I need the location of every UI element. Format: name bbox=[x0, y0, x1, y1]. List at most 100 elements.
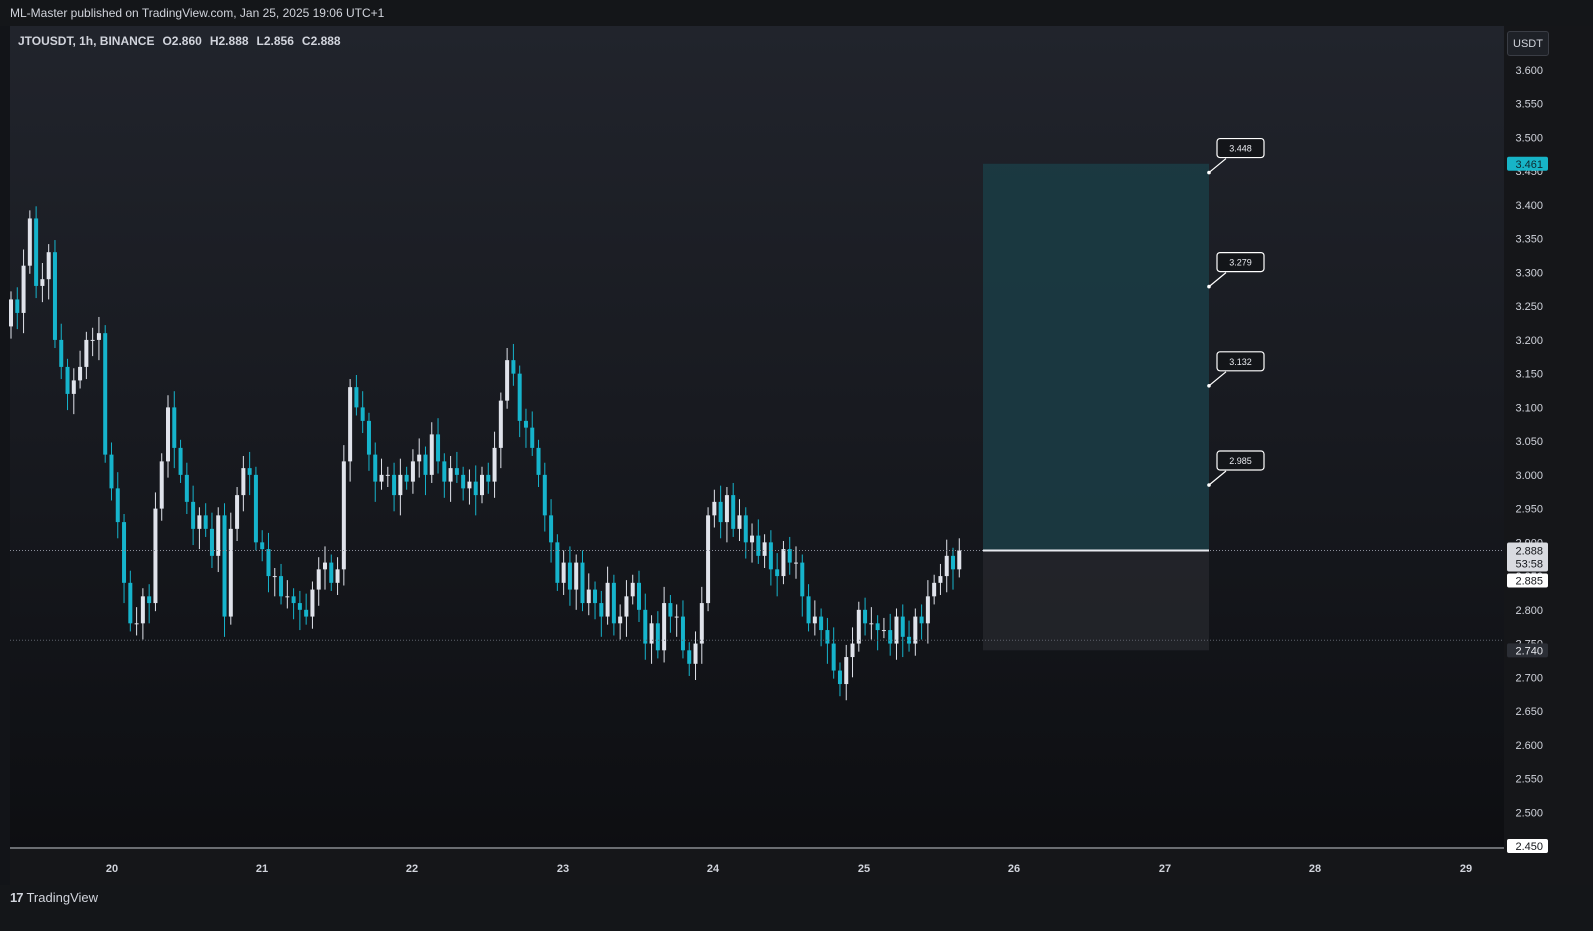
candle-body bbox=[335, 569, 340, 583]
candle-body bbox=[423, 454, 428, 475]
candle-body bbox=[649, 623, 654, 644]
date-tick-label: 20 bbox=[106, 863, 118, 875]
candle-body bbox=[743, 515, 748, 543]
price-tick-label: 3.350 bbox=[1515, 234, 1543, 246]
candle-body bbox=[398, 474, 403, 496]
candle-body bbox=[115, 488, 120, 523]
candle-body bbox=[794, 562, 798, 564]
candle-body bbox=[392, 474, 397, 496]
candle-body bbox=[856, 609, 861, 644]
target-dot bbox=[1207, 284, 1211, 289]
target-zone bbox=[983, 163, 1209, 551]
candle-body bbox=[279, 576, 284, 597]
currency-button[interactable]: USDT bbox=[1507, 31, 1549, 56]
candle-body bbox=[461, 474, 466, 489]
candle-body bbox=[436, 434, 441, 462]
candle-body bbox=[561, 562, 566, 583]
candle-body bbox=[59, 339, 64, 367]
candle-body bbox=[913, 616, 918, 644]
candle-body bbox=[907, 636, 912, 644]
footer-bar bbox=[0, 885, 1593, 931]
candle-body bbox=[944, 555, 949, 577]
candle-body bbox=[410, 461, 415, 482]
candle-body bbox=[486, 474, 491, 482]
candle-body bbox=[819, 616, 824, 631]
candle-body bbox=[536, 447, 541, 475]
tradingview-logo[interactable]: 17 TradingView bbox=[10, 890, 98, 905]
candle-body bbox=[567, 562, 572, 590]
candle-body bbox=[668, 603, 673, 617]
target-label: 3.448 bbox=[1229, 144, 1252, 154]
candle-body bbox=[316, 569, 321, 590]
candle-body bbox=[429, 434, 434, 475]
candle-body bbox=[875, 623, 880, 631]
date-tick-label: 25 bbox=[858, 863, 870, 875]
candle-body bbox=[366, 420, 371, 455]
candle-body bbox=[15, 299, 20, 313]
candle-body bbox=[310, 589, 315, 617]
bid-price-badge: 2.885 bbox=[1515, 575, 1543, 587]
target-labels: 3.448 3.279 3.132 2.985 bbox=[1207, 137, 1265, 487]
candle-body bbox=[593, 589, 598, 604]
price-tick-label: 3.500 bbox=[1515, 132, 1543, 144]
candle-body bbox=[637, 582, 641, 610]
price-tick-label: 3.400 bbox=[1515, 200, 1543, 212]
legend-symbol: JTOUSDT, 1h, BINANCE bbox=[18, 34, 155, 48]
candle-body bbox=[159, 461, 164, 509]
candle-body bbox=[191, 501, 196, 529]
candle-body bbox=[78, 366, 83, 381]
date-tick-label: 26 bbox=[1008, 863, 1020, 875]
stop-price-badge-bg bbox=[1507, 643, 1548, 658]
candle-body bbox=[323, 562, 327, 570]
candle-body bbox=[65, 366, 70, 394]
candle-body bbox=[360, 407, 365, 421]
target-label: 3.279 bbox=[1229, 258, 1252, 268]
candle-body bbox=[34, 218, 39, 286]
candle-body bbox=[285, 596, 290, 598]
date-tick-label: 29 bbox=[1460, 863, 1472, 875]
candle-body bbox=[266, 549, 271, 577]
price-tick-label: 3.200 bbox=[1515, 335, 1543, 347]
candle-body bbox=[304, 609, 309, 617]
candle-body bbox=[128, 582, 133, 624]
candle-body bbox=[480, 474, 484, 496]
target-label: 3.132 bbox=[1229, 357, 1252, 367]
time-axis-bg bbox=[10, 849, 1504, 885]
candle-body bbox=[900, 616, 905, 637]
candle-body bbox=[373, 454, 378, 482]
bottom-price-badge-bg bbox=[1507, 839, 1548, 853]
candle-body bbox=[881, 630, 886, 632]
candle-body bbox=[750, 535, 755, 543]
candle-body bbox=[957, 550, 962, 570]
candle-body bbox=[731, 495, 736, 529]
candle-body bbox=[630, 582, 635, 597]
candle-body bbox=[166, 407, 170, 462]
candle-body bbox=[348, 387, 353, 462]
price-tick-label: 2.500 bbox=[1515, 807, 1543, 819]
candle-body bbox=[737, 515, 742, 529]
countdown-badge: 53:58 bbox=[1515, 558, 1543, 570]
candle-body bbox=[718, 501, 723, 523]
price-tick-label: 2.650 bbox=[1515, 706, 1543, 718]
candle-body bbox=[530, 427, 535, 448]
candle-body bbox=[9, 299, 13, 327]
chart-panel[interactable] bbox=[10, 26, 1583, 896]
candle-body bbox=[611, 582, 616, 624]
brand-name: TradingView bbox=[26, 890, 99, 905]
price-tick-label: 2.950 bbox=[1515, 504, 1543, 516]
candle-body bbox=[329, 562, 334, 583]
candle-body bbox=[863, 609, 868, 624]
candle-body bbox=[549, 515, 554, 543]
target-dot bbox=[1207, 383, 1211, 388]
publish-info: ML-Master published on TradingView.com, … bbox=[10, 6, 385, 20]
candle-body bbox=[40, 279, 45, 286]
candle-body bbox=[21, 265, 26, 313]
target-dot bbox=[1207, 170, 1211, 175]
legend-open: O2.860 bbox=[162, 34, 202, 48]
price-tick-label: 2.600 bbox=[1515, 740, 1543, 752]
candle-body bbox=[354, 387, 359, 408]
candle-body bbox=[555, 542, 560, 583]
date-tick-label: 28 bbox=[1309, 863, 1321, 875]
candle-body bbox=[260, 542, 265, 550]
